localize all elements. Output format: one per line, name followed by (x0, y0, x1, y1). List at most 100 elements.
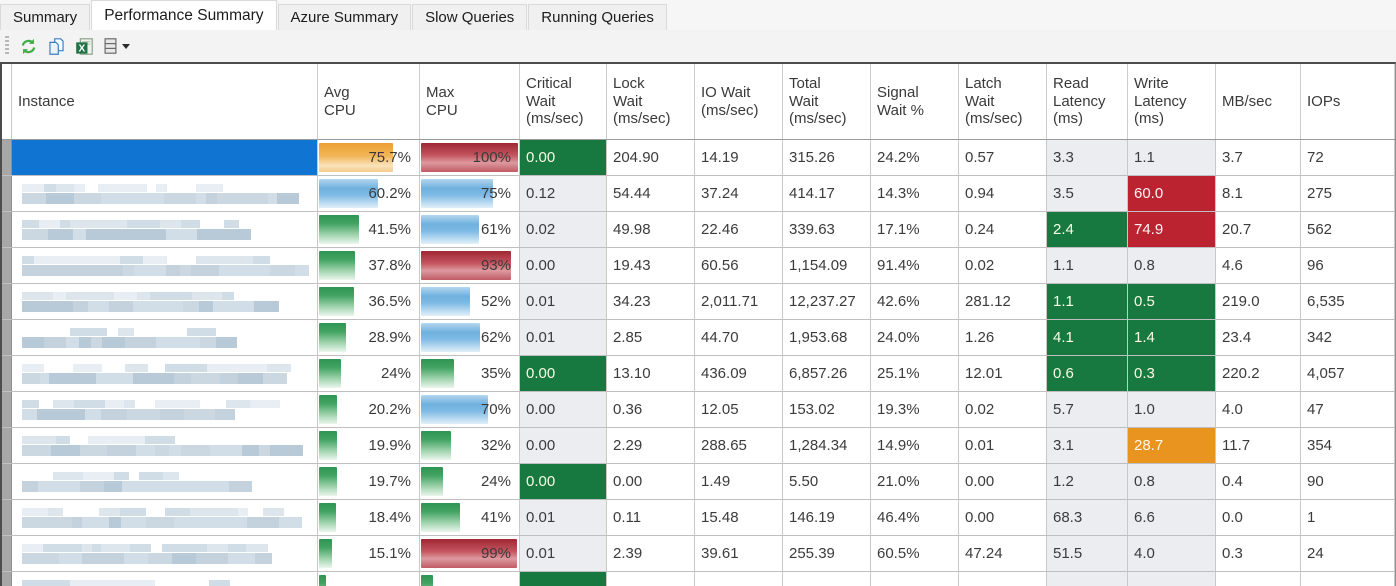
table-row[interactable]: 19.9% 32% 0.00 2.29 288.65 1,284.34 14.9% 0.01 3… (2, 428, 1395, 464)
cell-lock-wait[interactable]: 0.00 (607, 464, 695, 499)
cell-write-latency[interactable]: 1.4 (1128, 320, 1216, 355)
cell-io-wait[interactable]: 39.61 (695, 536, 783, 571)
table-row[interactable]: 20.2% 70% 0.00 0.36 12.05 153.02 19.3% 0.02 5.7 1… (2, 392, 1395, 428)
cell-critical-wait[interactable]: 0.01 (520, 536, 607, 571)
cell-latch-wait[interactable]: 0.00 (959, 500, 1047, 535)
row-indicator[interactable] (2, 248, 12, 283)
cell-read-latency[interactable]: 3.3 (1047, 140, 1128, 175)
cell-write-latency[interactable]: 1.0 (1128, 392, 1216, 427)
cell-critical-wait[interactable]: 0.01 (520, 500, 607, 535)
cell-mb-sec[interactable]: 4.0 (1216, 392, 1301, 427)
cell-lock-wait[interactable]: 13.10 (607, 356, 695, 391)
cell-iops[interactable]: 562 (1301, 212, 1395, 247)
copy-button[interactable] (43, 33, 69, 59)
cell-total-wait[interactable]: 1,953.68 (783, 320, 871, 355)
cell-iops[interactable]: 354 (1301, 428, 1395, 463)
cell-critical-wait[interactable]: 0.01 (520, 320, 607, 355)
cell-read-latency[interactable]: 5.7 (1047, 392, 1128, 427)
column-header-signal-wait[interactable]: Signal Wait % (871, 64, 959, 139)
cell-io-wait[interactable]: 288.65 (695, 428, 783, 463)
column-header-max-cpu[interactable]: Max CPU (420, 64, 520, 139)
cell-signal-wait[interactable]: 60.5% (871, 536, 959, 571)
cell-read-latency[interactable]: 1.2 (1047, 464, 1128, 499)
table-row[interactable]: 28.9% 62% 0.01 2.85 44.70 1,953.68 24.0% 1.26 4.… (2, 320, 1395, 356)
row-indicator[interactable] (2, 176, 12, 211)
cell-instance[interactable] (12, 536, 318, 571)
cell-iops[interactable]: 6,535 (1301, 284, 1395, 319)
cell-latch-wait[interactable]: 1.26 (959, 320, 1047, 355)
cell-signal-wait[interactable] (871, 572, 959, 586)
cell-total-wait[interactable]: 414.17 (783, 176, 871, 211)
cell-write-latency[interactable]: 0.8 (1128, 464, 1216, 499)
cell-read-latency[interactable]: 1.1 (1047, 248, 1128, 283)
tab-running-queries[interactable]: Running Queries (528, 4, 667, 30)
cell-read-latency[interactable]: 0.6 (1047, 356, 1128, 391)
column-chooser-button[interactable] (99, 33, 134, 59)
cell-mb-sec[interactable]: 3.7 (1216, 140, 1301, 175)
cell-io-wait[interactable]: 436.09 (695, 356, 783, 391)
cell-latch-wait[interactable]: 0.57 (959, 140, 1047, 175)
row-indicator[interactable] (2, 320, 12, 355)
cell-io-wait[interactable]: 1.49 (695, 464, 783, 499)
cell-max-cpu[interactable]: 100% (420, 140, 520, 175)
cell-latch-wait[interactable] (959, 572, 1047, 586)
row-indicator[interactable] (2, 392, 12, 427)
cell-write-latency[interactable]: 6.6 (1128, 500, 1216, 535)
cell-write-latency[interactable]: 1.1 (1128, 140, 1216, 175)
cell-avg-cpu[interactable]: 36.5% (318, 284, 420, 319)
cell-iops[interactable]: 4,057 (1301, 356, 1395, 391)
cell-max-cpu[interactable]: 93% (420, 248, 520, 283)
cell-read-latency[interactable]: 1.1 (1047, 284, 1128, 319)
cell-max-cpu[interactable]: 24% (420, 464, 520, 499)
column-header-instance[interactable]: Instance (12, 64, 318, 139)
row-indicator[interactable] (2, 464, 12, 499)
cell-mb-sec[interactable]: 220.2 (1216, 356, 1301, 391)
cell-signal-wait[interactable]: 42.6% (871, 284, 959, 319)
cell-avg-cpu[interactable]: 18.4% (318, 500, 420, 535)
cell-critical-wait[interactable]: 0.00 (520, 428, 607, 463)
cell-read-latency[interactable]: 2.4 (1047, 212, 1128, 247)
table-row[interactable]: 18.4% 41% 0.01 0.11 15.48 146.19 46.4% 0.00 68.3… (2, 500, 1395, 536)
cell-read-latency[interactable] (1047, 572, 1128, 586)
cell-mb-sec[interactable]: 23.4 (1216, 320, 1301, 355)
cell-total-wait[interactable]: 153.02 (783, 392, 871, 427)
table-row[interactable]: 15.1% 99% 0.01 2.39 39.61 255.39 60.5% 47.24 51.… (2, 536, 1395, 572)
table-row[interactable]: 19.7% 24% 0.00 0.00 1.49 5.50 21.0% 0.00 1.2 0.8 0… (2, 464, 1395, 500)
row-indicator[interactable] (2, 356, 12, 391)
cell-latch-wait[interactable]: 0.01 (959, 428, 1047, 463)
cell-latch-wait[interactable]: 281.12 (959, 284, 1047, 319)
cell-write-latency[interactable] (1128, 572, 1216, 586)
cell-total-wait[interactable]: 315.26 (783, 140, 871, 175)
cell-avg-cpu[interactable]: 20.2% (318, 392, 420, 427)
cell-critical-wait[interactable]: 0.00 (520, 392, 607, 427)
cell-signal-wait[interactable]: 17.1% (871, 212, 959, 247)
cell-signal-wait[interactable]: 14.3% (871, 176, 959, 211)
cell-lock-wait[interactable] (607, 572, 695, 586)
cell-mb-sec[interactable]: 219.0 (1216, 284, 1301, 319)
cell-iops[interactable]: 96 (1301, 248, 1395, 283)
cell-lock-wait[interactable]: 0.11 (607, 500, 695, 535)
cell-instance[interactable] (12, 392, 318, 427)
cell-signal-wait[interactable]: 91.4% (871, 248, 959, 283)
export-excel-button[interactable]: X (71, 33, 97, 59)
cell-iops[interactable]: 275 (1301, 176, 1395, 211)
cell-write-latency[interactable]: 28.7 (1128, 428, 1216, 463)
cell-max-cpu[interactable] (420, 572, 520, 586)
cell-latch-wait[interactable]: 0.00 (959, 464, 1047, 499)
cell-latch-wait[interactable]: 0.94 (959, 176, 1047, 211)
cell-instance-selected[interactable] (12, 140, 318, 175)
cell-max-cpu[interactable]: 99% (420, 536, 520, 571)
cell-critical-wait[interactable]: 0.00 (520, 464, 607, 499)
cell-lock-wait[interactable]: 0.36 (607, 392, 695, 427)
cell-mb-sec[interactable]: 11.7 (1216, 428, 1301, 463)
cell-read-latency[interactable]: 3.1 (1047, 428, 1128, 463)
cell-total-wait[interactable]: 339.63 (783, 212, 871, 247)
cell-latch-wait[interactable]: 12.01 (959, 356, 1047, 391)
cell-max-cpu[interactable]: 75% (420, 176, 520, 211)
table-row[interactable]: 60.2% 75% 0.12 54.44 37.24 414.17 14.3% 0.94 3.5… (2, 176, 1395, 212)
cell-avg-cpu[interactable]: 24% (318, 356, 420, 391)
cell-max-cpu[interactable]: 32% (420, 428, 520, 463)
tab-performance-summary[interactable]: Performance Summary (91, 0, 277, 30)
cell-latch-wait[interactable]: 0.02 (959, 248, 1047, 283)
cell-avg-cpu[interactable] (318, 572, 420, 586)
